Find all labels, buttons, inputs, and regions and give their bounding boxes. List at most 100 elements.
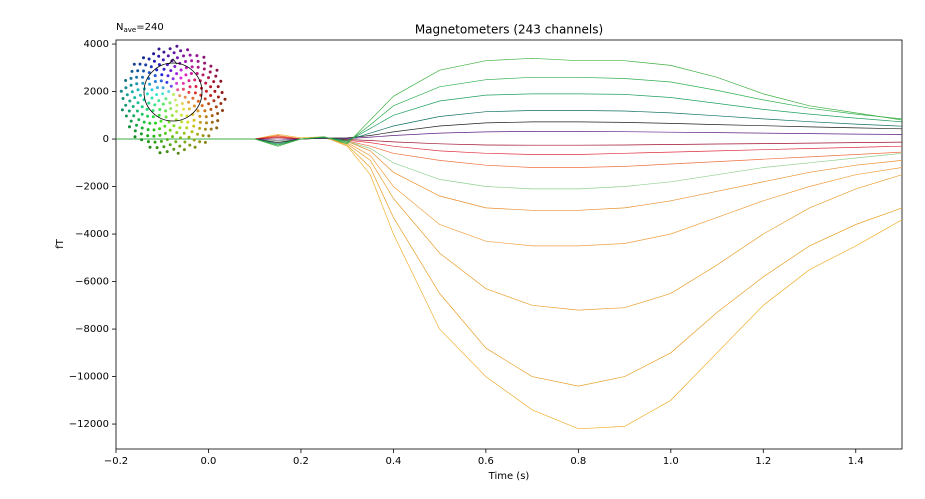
sensor-dot bbox=[157, 47, 161, 51]
sensor-dot bbox=[179, 76, 183, 80]
y-tick-label: 4000 bbox=[84, 39, 109, 50]
sensor-dot bbox=[195, 54, 199, 58]
sensor-dot bbox=[140, 105, 144, 109]
sensor-dot bbox=[142, 56, 145, 60]
sensor-dot bbox=[179, 68, 183, 72]
sensor-dot bbox=[207, 134, 211, 138]
sensor-dot bbox=[188, 53, 192, 57]
sensor-dot bbox=[181, 87, 185, 91]
sensor-dot bbox=[132, 114, 136, 118]
y-tick-label: −6000 bbox=[75, 277, 109, 288]
sensor-dot bbox=[164, 97, 168, 101]
sensor-dot bbox=[185, 126, 189, 130]
sensor-dot bbox=[150, 96, 154, 100]
sensor-dot bbox=[171, 135, 174, 139]
sensor-dot bbox=[204, 81, 208, 85]
sensor-dot bbox=[198, 120, 202, 124]
sensor-dot bbox=[193, 145, 197, 149]
sensor-dot bbox=[164, 109, 168, 113]
sensor-dot bbox=[210, 120, 214, 124]
sensor-dot bbox=[130, 69, 134, 73]
channel-line bbox=[116, 133, 903, 430]
y-tick-label: −2000 bbox=[75, 182, 109, 193]
sensor-dot bbox=[176, 151, 180, 155]
sensor-dot bbox=[187, 135, 191, 139]
sensor-dot bbox=[162, 67, 166, 71]
sensor-dot bbox=[146, 140, 150, 144]
plot-frame bbox=[115, 39, 903, 450]
sensor-dot bbox=[179, 49, 183, 53]
nave-text: =240 bbox=[136, 22, 163, 33]
sensor-dot bbox=[148, 145, 152, 149]
sensor-dot bbox=[203, 97, 207, 101]
sensor-dot bbox=[135, 123, 138, 127]
channel-line bbox=[116, 131, 903, 141]
sensor-dot bbox=[203, 140, 207, 144]
channel-line bbox=[116, 76, 903, 146]
sensor-dot bbox=[119, 89, 123, 93]
sensor-dot bbox=[172, 124, 176, 128]
sensor-dot bbox=[193, 91, 197, 95]
sensor-dot bbox=[121, 97, 125, 100]
sensor-dot bbox=[169, 84, 173, 88]
sensor-dot bbox=[188, 85, 192, 89]
sensor-dot bbox=[187, 90, 191, 94]
sensor-dot bbox=[183, 95, 187, 99]
sensor-dot bbox=[124, 79, 128, 82]
sensor-dot bbox=[168, 101, 172, 105]
sensor-dot bbox=[216, 95, 220, 99]
sensor-dot bbox=[214, 74, 218, 78]
sensor-dot bbox=[128, 125, 131, 129]
x-tick-label: 1.4 bbox=[848, 456, 864, 467]
sensor-dot bbox=[219, 102, 223, 105]
sensor-dot bbox=[153, 140, 157, 144]
channel-line bbox=[116, 137, 903, 190]
sensor-dot bbox=[186, 48, 190, 52]
channel-line bbox=[116, 135, 903, 168]
sensor-dot bbox=[190, 130, 194, 134]
sensor-dot bbox=[145, 107, 149, 111]
sensor-dot bbox=[191, 96, 195, 100]
sensor-dot bbox=[140, 138, 144, 142]
sensor-dot bbox=[196, 59, 200, 63]
sensor-dot bbox=[182, 107, 186, 111]
sensor-dot bbox=[149, 65, 153, 69]
sensor-dot bbox=[161, 102, 165, 106]
sensor-dot bbox=[150, 88, 154, 92]
channel-line bbox=[116, 93, 903, 146]
sensor-dot bbox=[151, 115, 155, 119]
sensor-dot bbox=[187, 107, 191, 111]
sensor-dot bbox=[133, 129, 137, 133]
sensor-dot bbox=[221, 109, 224, 112]
sensor-dot bbox=[142, 120, 146, 124]
sensor-dot bbox=[159, 119, 163, 123]
nave-label: Nave=240 bbox=[116, 22, 164, 34]
sensor-dot bbox=[179, 113, 183, 117]
sensor-dot bbox=[168, 47, 172, 51]
x-tick-label: 0.8 bbox=[570, 456, 586, 467]
channel-line bbox=[116, 110, 903, 145]
sensor-dot bbox=[161, 58, 165, 62]
sensor-dot bbox=[178, 126, 182, 130]
sensor-inset bbox=[119, 44, 227, 155]
sensor-dot bbox=[167, 120, 171, 124]
channel-line bbox=[116, 136, 903, 211]
x-tick-label: 0.4 bbox=[385, 456, 401, 467]
sensor-dot bbox=[136, 101, 140, 105]
sensor-dot bbox=[213, 89, 217, 93]
sensor-dot bbox=[160, 73, 164, 77]
sensor-dot bbox=[144, 63, 148, 67]
sensor-dot bbox=[212, 80, 216, 84]
sensor-dot bbox=[209, 64, 213, 68]
sensor-dot bbox=[157, 54, 161, 58]
y-axis-label: fT bbox=[55, 238, 66, 249]
x-tick-label: 0.0 bbox=[201, 456, 217, 467]
sensor-dot bbox=[209, 127, 213, 131]
sensor-dot bbox=[153, 80, 157, 83]
sensor-dot bbox=[175, 72, 179, 76]
sensor-dot bbox=[200, 104, 204, 108]
sensor-dot bbox=[138, 62, 142, 66]
sensor-dot bbox=[131, 105, 135, 108]
sensor-dot bbox=[207, 102, 211, 106]
sensor-dot bbox=[164, 115, 168, 119]
